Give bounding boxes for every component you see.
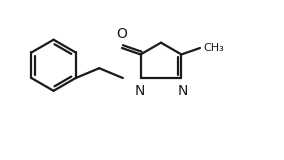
Text: CH₃: CH₃ — [203, 43, 224, 53]
Text: N: N — [134, 84, 145, 98]
Text: O: O — [116, 27, 128, 41]
Text: N: N — [177, 84, 187, 98]
